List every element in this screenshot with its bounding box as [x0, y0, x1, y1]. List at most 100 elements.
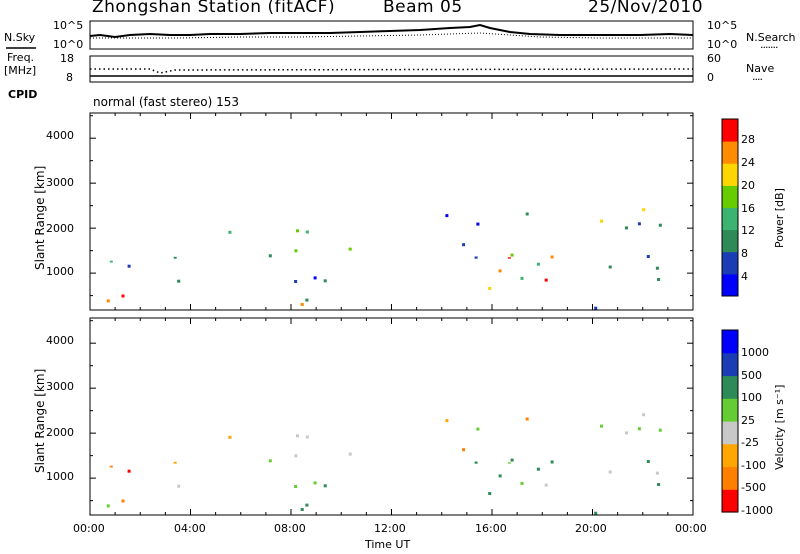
power-cell	[625, 226, 628, 230]
velocity-cell	[510, 458, 514, 462]
power-cell	[109, 259, 113, 263]
xtick-0000: 00:00	[73, 522, 105, 535]
velocity-cell	[173, 461, 177, 465]
velocity-ytick-4000: 4000	[46, 334, 74, 347]
nsky-trace	[89, 23, 694, 39]
velocity-cell	[300, 508, 304, 511]
nsky-left-tick-top: 10^5	[53, 19, 84, 32]
power-cell	[173, 256, 177, 260]
xtick-0800: 08:00	[274, 522, 306, 535]
power-colorbar-swatch	[722, 185, 738, 208]
velocity-cell	[525, 417, 529, 421]
velocity-colorbar-swatch	[722, 466, 738, 490]
velocity-ytick-2000: 2000	[46, 426, 74, 439]
power-cell	[655, 266, 659, 270]
velocity-cell	[121, 499, 125, 503]
power-cell	[520, 276, 524, 280]
velocity-cell	[294, 454, 298, 458]
power-colorbar-swatch	[722, 207, 738, 231]
nave-label: Nave	[746, 62, 775, 75]
nave-legend: ····	[752, 73, 763, 86]
velocity-colorbar-swatch	[722, 352, 738, 377]
power-cbar-tick-16: 16	[741, 202, 755, 215]
xtick-1600: 16:00	[475, 522, 507, 535]
xaxis-label: Time UT	[365, 538, 411, 551]
velocity-cell	[476, 427, 480, 431]
power-ytick-1000: 1000	[46, 265, 74, 278]
nsky-left-tick-bottom: 10^0	[53, 38, 84, 51]
power-cell	[600, 219, 603, 223]
velocity-cell	[646, 460, 650, 463]
velocity-cell	[600, 424, 603, 428]
power-cell	[228, 230, 232, 234]
cpid-label: CPID	[8, 88, 38, 101]
velocity-cell	[637, 427, 641, 431]
power-cbar-tick-12: 12	[741, 224, 755, 237]
power-cell	[476, 222, 480, 226]
velocity-cell	[544, 483, 548, 487]
velocity-cell	[296, 434, 299, 438]
vel-cbar-tick-25: 25	[741, 414, 755, 427]
power-cell	[550, 255, 554, 259]
velocity-cell	[536, 467, 540, 471]
xtick-0400: 04:00	[174, 522, 206, 535]
velocity-cell	[488, 492, 492, 495]
power-colorbar-swatch	[722, 163, 738, 186]
velocity-cell	[498, 474, 502, 478]
velocity-colorbar-swatch	[722, 443, 738, 468]
freq-label: Freq.	[7, 51, 35, 64]
nsearch-label: N.Search	[746, 31, 796, 44]
velocity-cell	[625, 431, 628, 435]
velocity-cell	[268, 459, 272, 463]
power-ytick-2000: 2000	[46, 222, 74, 235]
power-colorbar-swatch	[722, 251, 738, 275]
power-cell	[294, 280, 298, 283]
vel-cbar-tick-minus25: -25	[741, 436, 759, 449]
power-cell	[658, 223, 662, 227]
velocity-heatmap	[90, 413, 693, 515]
vel-cbar-tick-1000: 1000	[741, 346, 769, 359]
power-cbar-tick-20: 20	[741, 179, 755, 192]
power-cbar-tick-4: 4	[741, 270, 748, 283]
velocity-cell	[305, 503, 309, 507]
power-cell	[106, 299, 110, 303]
velocity-cbar-label: Velocity [m s⁻¹]	[773, 384, 786, 470]
power-heatmap	[90, 208, 693, 310]
power-colorbar-swatch	[722, 119, 738, 142]
velocity-cell	[657, 483, 661, 486]
power-cell	[323, 279, 327, 283]
power-colorbar-frame	[721, 118, 739, 297]
power-cell	[642, 208, 646, 212]
power-cbar-tick-8: 8	[741, 247, 748, 260]
power-ytick-4000: 4000	[46, 129, 74, 142]
power-cell	[294, 249, 298, 253]
velocity-cell	[462, 448, 466, 452]
velocity-ytick-1000: 1000	[46, 470, 74, 483]
range-gap	[90, 463, 693, 466]
power-cell	[121, 294, 125, 298]
power-cell	[268, 254, 272, 258]
nsearch-legend: ·······	[760, 41, 779, 54]
nsky-label: N.Sky	[4, 31, 36, 44]
power-ytick-3000: 3000	[46, 176, 74, 189]
power-cell	[313, 276, 317, 280]
velocity-cell	[642, 413, 646, 417]
vel-cbar-tick-100: 100	[741, 391, 762, 404]
velocity-cell	[655, 471, 659, 475]
power-cell	[646, 255, 650, 258]
velocity-cell	[594, 511, 598, 515]
power-cell	[348, 247, 352, 251]
power-cell	[594, 306, 598, 310]
power-cell	[525, 212, 529, 216]
power-cbar-label: Power [dB]	[773, 188, 786, 248]
velocity-cell	[658, 428, 662, 432]
velocity-cell	[313, 481, 317, 485]
velocity-cell	[608, 470, 612, 474]
velocity-cell	[106, 504, 110, 508]
power-cbar-tick-24: 24	[741, 156, 755, 169]
velocity-cell	[177, 484, 181, 488]
nsky-right-tick-bottom: 10^0	[707, 38, 738, 51]
